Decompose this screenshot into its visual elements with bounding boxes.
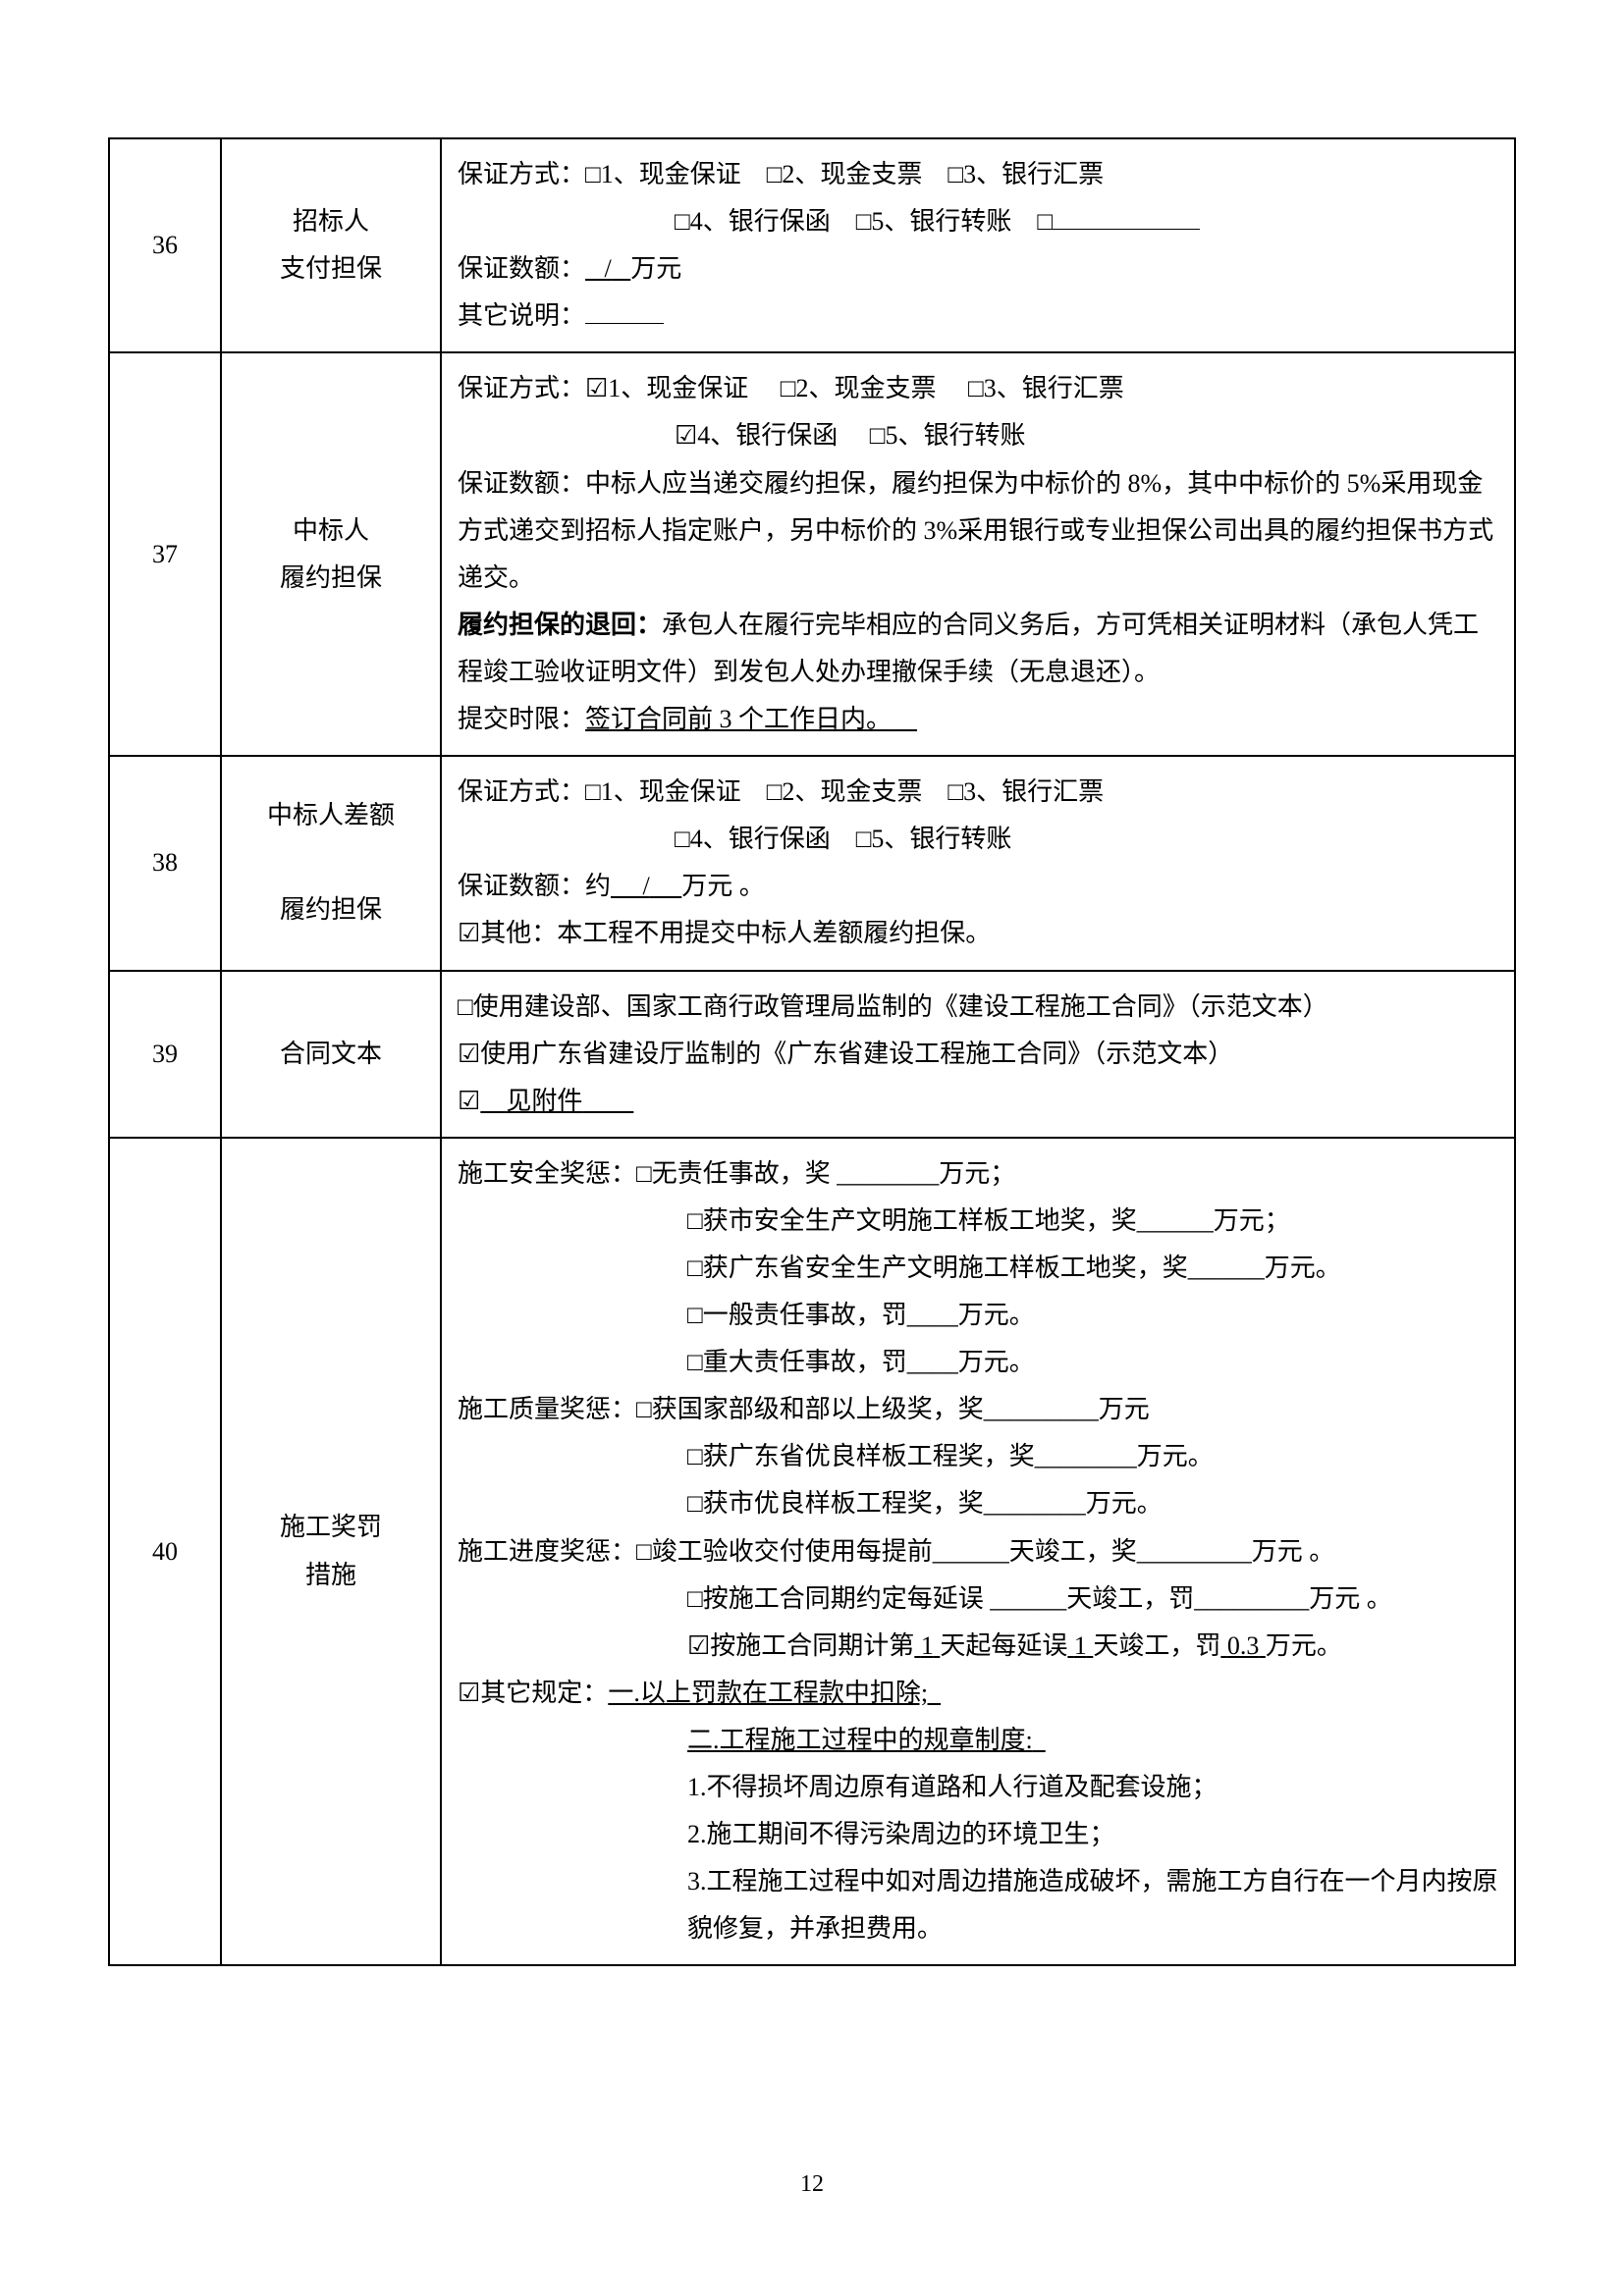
title-line: 施工奖罚 — [280, 1513, 382, 1541]
text: □按施工合同期约定每延误 ______天竣工，罚_________万元 。 — [458, 1575, 1498, 1623]
title-line: 履约担保 — [280, 895, 382, 924]
text: 二.工程施工过程中的规章制度: — [458, 1717, 1498, 1764]
row-title: 施工奖罚 措施 — [221, 1138, 441, 1966]
table-row: 36 招标人 支付担保 保证方式：□1、现金保证 □2、现金支票 □3、银行汇票… — [109, 138, 1515, 352]
text: ☑其他：本工程不用提交中标人差额履约担保。 — [458, 919, 991, 947]
text: 保证数额：约 / 万元 。 — [458, 872, 765, 900]
title-line: 履约担保 — [280, 563, 382, 592]
main-table: 36 招标人 支付担保 保证方式：□1、现金保证 □2、现金支票 □3、银行汇票… — [108, 137, 1516, 1966]
row-content: 保证方式：□1、现金保证 □2、现金支票 □3、银行汇票 □4、银行保函 □5、… — [441, 756, 1515, 970]
table-row: 39 合同文本 □使用建设部、国家工商行政管理局监制的《建设工程施工合同》（示范… — [109, 971, 1515, 1138]
title-line: 中标人差额 — [267, 801, 395, 829]
page-number: 12 — [0, 2171, 1624, 2198]
text: ☑4、银行保函 □5、银行转账 — [458, 412, 1498, 459]
row-num: 37 — [109, 352, 221, 756]
text: 保证数额：中标人应当递交履约担保，履约担保为中标价的 8%，其中中标价的 5%采… — [458, 469, 1493, 592]
text: 其它说明： — [458, 301, 664, 330]
title-line: 中标人 — [293, 516, 369, 545]
text: 保证方式：☑1、现金保证 □2、现金支票 □3、银行汇票 — [458, 374, 1124, 402]
text: 提交时限：签订合同前 3 个工作日内。 — [458, 705, 917, 733]
row-content: □使用建设部、国家工商行政管理局监制的《建设工程施工合同》（示范文本） ☑使用广… — [441, 971, 1515, 1138]
table-row: 38 中标人差额 履约担保 保证方式：□1、现金保证 □2、现金支票 □3、银行… — [109, 756, 1515, 970]
row-title: 中标人 履约担保 — [221, 352, 441, 756]
text: ☑按施工合同期计第 1 天起每延误 1 天竣工，罚 0.3 万元。 — [458, 1623, 1498, 1670]
row-num: 40 — [109, 1138, 221, 1966]
text: □4、银行保函 □5、银行转账 — [458, 816, 1498, 863]
table-row: 37 中标人 履约担保 保证方式：☑1、现金保证 □2、现金支票 □3、银行汇票… — [109, 352, 1515, 756]
text: 施工进度奖惩：□竣工验收交付使用每提前______天竣工，奖_________万… — [458, 1537, 1334, 1566]
title-line: 支付担保 — [280, 254, 382, 283]
text: 施工安全奖惩：□无责任事故，奖 ________万元； — [458, 1159, 1015, 1188]
row-num: 36 — [109, 138, 221, 352]
text: 履约担保的退回：承包人在履行完毕相应的合同义务后，方可凭相关证明材料（承包人凭工… — [458, 611, 1479, 686]
row-num: 39 — [109, 971, 221, 1138]
row-num: 38 — [109, 756, 221, 970]
text: ☑其它规定：一.以上罚款在工程款中扣除; — [458, 1679, 941, 1707]
text: ☑ 见附件 — [458, 1087, 633, 1115]
text: □获广东省优良样板工程奖，奖________万元。 — [458, 1433, 1498, 1480]
text: □获市安全生产文明施工样板工地奖，奖______万元； — [458, 1198, 1498, 1245]
title-line: 招标人 — [293, 207, 369, 236]
row-title: 中标人差额 履约担保 — [221, 756, 441, 970]
text: □一般责任事故，罚____万元。 — [458, 1292, 1498, 1339]
text: □使用建设部、国家工商行政管理局监制的《建设工程施工合同》（示范文本） — [458, 992, 1328, 1021]
row-title: 招标人 支付担保 — [221, 138, 441, 352]
text: 施工质量奖惩：□获国家部级和部以上级奖，奖_________万元 — [458, 1395, 1150, 1423]
text: 3.工程施工过程中如对周边措施造成破坏，需施工方自行在一个月内按原貌修复，并承担… — [458, 1858, 1498, 1952]
text: 保证方式：□1、现金保证 □2、现金支票 □3、银行汇票 — [458, 777, 1104, 806]
row-content: 保证方式：☑1、现金保证 □2、现金支票 □3、银行汇票 ☑4、银行保函 □5、… — [441, 352, 1515, 756]
text: □4、银行保函 □5、银行转账 □ — [458, 198, 1498, 245]
row-title: 合同文本 — [221, 971, 441, 1138]
text: □重大责任事故，罚____万元。 — [458, 1339, 1498, 1386]
text: 保证数额： / 万元 — [458, 254, 681, 283]
text: 2.施工期间不得污染周边的环境卫生； — [458, 1811, 1498, 1858]
title-line: 措施 — [305, 1561, 356, 1589]
row-content: 施工安全奖惩：□无责任事故，奖 ________万元； □获市安全生产文明施工样… — [441, 1138, 1515, 1966]
text: ☑使用广东省建设厅监制的《广东省建设工程施工合同》（示范文本） — [458, 1040, 1233, 1068]
text: 保证方式：□1、现金保证 □2、现金支票 □3、银行汇票 — [458, 160, 1104, 188]
table-row: 40 施工奖罚 措施 施工安全奖惩：□无责任事故，奖 ________万元； □… — [109, 1138, 1515, 1966]
text: □获市优良样板工程奖，奖________万元。 — [458, 1480, 1498, 1527]
row-content: 保证方式：□1、现金保证 □2、现金支票 □3、银行汇票 □4、银行保函 □5、… — [441, 138, 1515, 352]
text: 1.不得损坏周边原有道路和人行道及配套设施； — [458, 1764, 1498, 1811]
text: □获广东省安全生产文明施工样板工地奖，奖______万元。 — [458, 1245, 1498, 1292]
